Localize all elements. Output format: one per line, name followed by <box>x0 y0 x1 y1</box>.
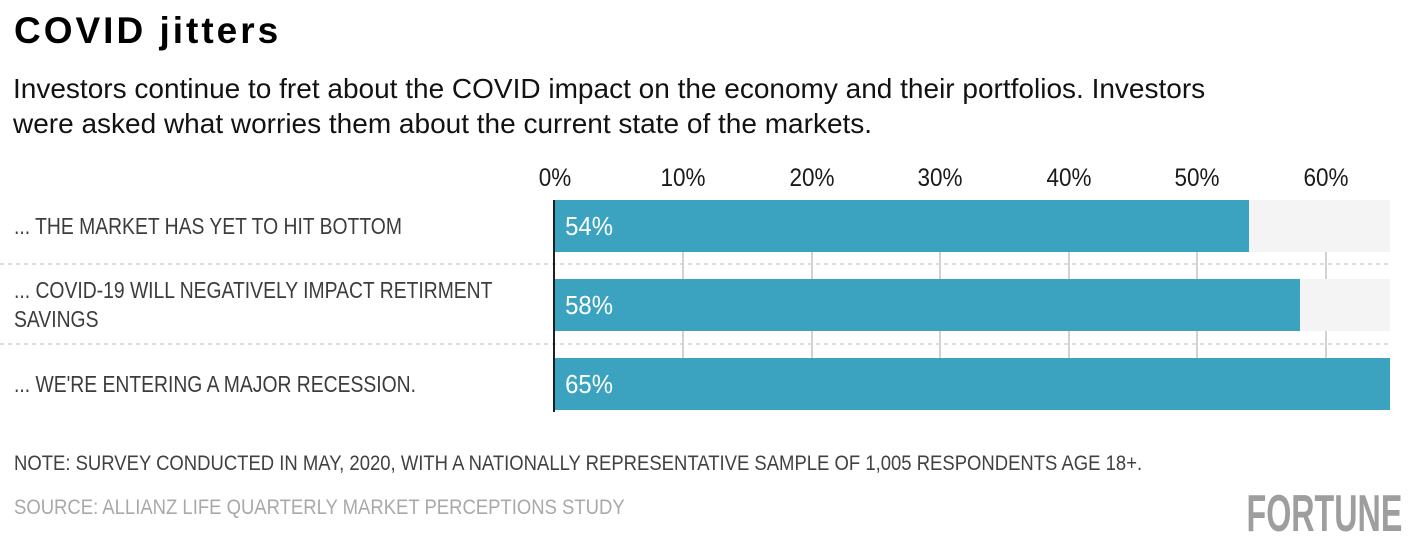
subtitle-line: Investors continue to fret about the COV… <box>13 73 1206 104</box>
bar-track: 65% <box>555 358 1390 410</box>
category-label: ... WE'RE ENTERING A MAJOR RECESSION. <box>14 370 416 397</box>
category-label: ... THE MARKET HAS YET TO HIT BOTTOM <box>14 212 402 239</box>
x-axis: 0% 10% 20% 30% 40% 50% 60% <box>539 164 1390 192</box>
bar-track: 54% <box>555 200 1390 252</box>
chart-source: SOURCE: ALLIANZ LIFE QUARTERLY MARKET PE… <box>14 496 625 519</box>
row-separator <box>0 343 1390 345</box>
plot-area: 54% 58% 65% <box>553 200 1390 412</box>
subtitle-line: were asked what worries them about the c… <box>13 108 873 139</box>
x-axis-tick: 0% <box>538 164 572 192</box>
fortune-logo: FORTUNE <box>1246 485 1402 543</box>
chart-subtitle: Investors continue to fret about the COV… <box>13 71 1205 141</box>
bar: 54% <box>555 200 1249 252</box>
x-axis-tick: 40% <box>1046 164 1092 192</box>
bar: 58% <box>555 279 1301 331</box>
x-axis-tick: 50% <box>1174 164 1220 192</box>
page-title: COVID jitters <box>14 10 282 51</box>
bar-value-label: 65% <box>565 368 614 399</box>
row-separator <box>0 263 1390 265</box>
category-label: ... COVID-19 WILL NEGATIVELY IMPACT RETI… <box>14 277 493 332</box>
x-axis-tick: 10% <box>660 164 706 192</box>
x-axis-tick: 60% <box>1303 164 1349 192</box>
bar-value-label: 58% <box>565 289 614 320</box>
bar: 65% <box>555 358 1390 410</box>
bar-track: 58% <box>555 279 1390 331</box>
chart-note: NOTE: SURVEY CONDUCTED IN MAY, 2020, WIT… <box>14 452 1143 475</box>
x-axis-tick: 30% <box>917 164 963 192</box>
x-axis-tick: 20% <box>789 164 835 192</box>
bar-value-label: 54% <box>565 210 614 241</box>
y-axis-line <box>553 200 555 412</box>
